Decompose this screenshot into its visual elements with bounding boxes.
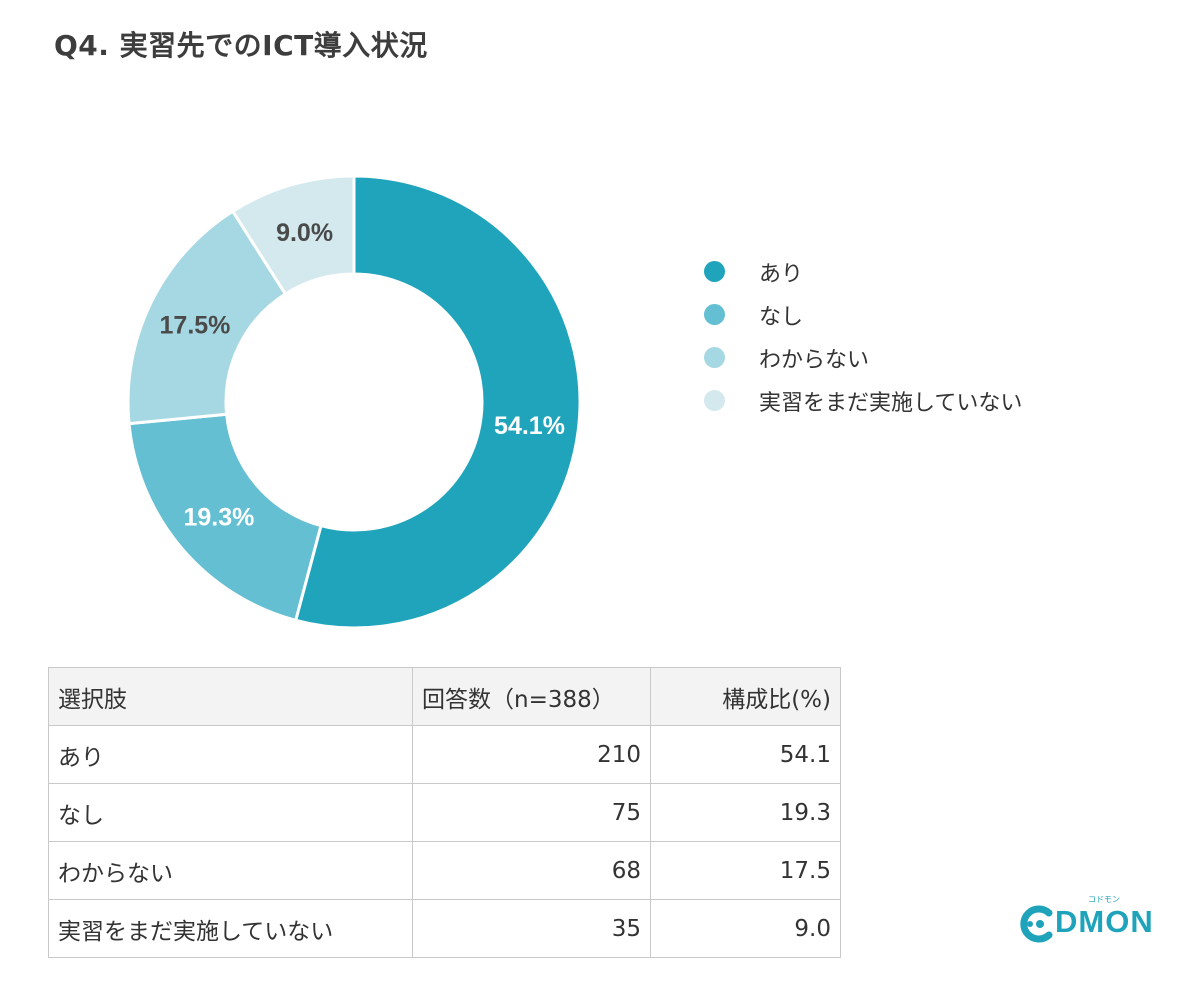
legend-item: あり (704, 250, 1022, 293)
slice-value-label: 17.5% (160, 311, 231, 339)
table-row: 実習をまだ実施していない 35 9.0 (48, 899, 841, 958)
legend-item: なし (704, 293, 1022, 336)
table-row: わからない 68 17.5 (48, 841, 841, 900)
header-choice: 選択肢 (48, 667, 413, 726)
header-ratio: 構成比(%) (650, 667, 841, 726)
legend-label: わからない (759, 347, 870, 373)
donut-slice (127, 412, 323, 623)
cell-choice: わからない (48, 841, 413, 900)
cell-count: 35 (412, 899, 651, 958)
cell-ratio: 19.3 (650, 783, 841, 842)
table-header-row: 選択肢 回答数（n=388） 構成比(%) (48, 667, 841, 726)
cell-count: 210 (412, 725, 651, 784)
legend: あり なし わからない 実習をまだ実施していない (704, 250, 1022, 422)
cell-ratio: 17.5 (650, 841, 841, 900)
donut-chart: 54.1% 19.3% 17.5% 9.0% (126, 174, 582, 630)
cell-choice: あり (48, 725, 413, 784)
legend-swatch-icon (704, 304, 725, 325)
table-row: あり 210 54.1 (48, 725, 841, 784)
cell-ratio: 9.0 (650, 899, 841, 958)
logo-tagline: コドモン (1088, 895, 1120, 904)
logo-mark-icon (1020, 905, 1053, 943)
legend-label: あり (759, 261, 804, 287)
legend-item: 実習をまだ実施していない (704, 379, 1022, 422)
cell-choice: 実習をまだ実施していない (48, 899, 413, 958)
legend-swatch-icon (704, 390, 725, 411)
legend-swatch-icon (704, 261, 725, 282)
data-table: 選択肢 回答数（n=388） 構成比(%) あり 210 54.1 なし 75 … (48, 667, 841, 958)
legend-item: わからない (704, 336, 1022, 379)
legend-label: 実習をまだ実施していない (759, 390, 1023, 416)
donut-slice (230, 174, 356, 297)
cell-choice: なし (48, 783, 413, 842)
codmon-logo: コドモン DMON (1019, 895, 1161, 950)
logo-text: DMON (1055, 904, 1154, 939)
donut-slice (293, 174, 582, 630)
slice-value-label: 54.1% (494, 412, 565, 440)
slice-value-label: 19.3% (184, 503, 255, 531)
legend-swatch-icon (704, 347, 725, 368)
donut-slice (126, 209, 288, 426)
legend-label: なし (759, 304, 804, 330)
cell-count: 68 (412, 841, 651, 900)
header-count: 回答数（n=388） (412, 667, 651, 726)
slice-value-label: 9.0% (276, 219, 333, 247)
table-row: なし 75 19.3 (48, 783, 841, 842)
cell-count: 75 (412, 783, 651, 842)
cell-ratio: 54.1 (650, 725, 841, 784)
chart-title: Q4. 実習先でのICT導入状況 (54, 29, 428, 62)
